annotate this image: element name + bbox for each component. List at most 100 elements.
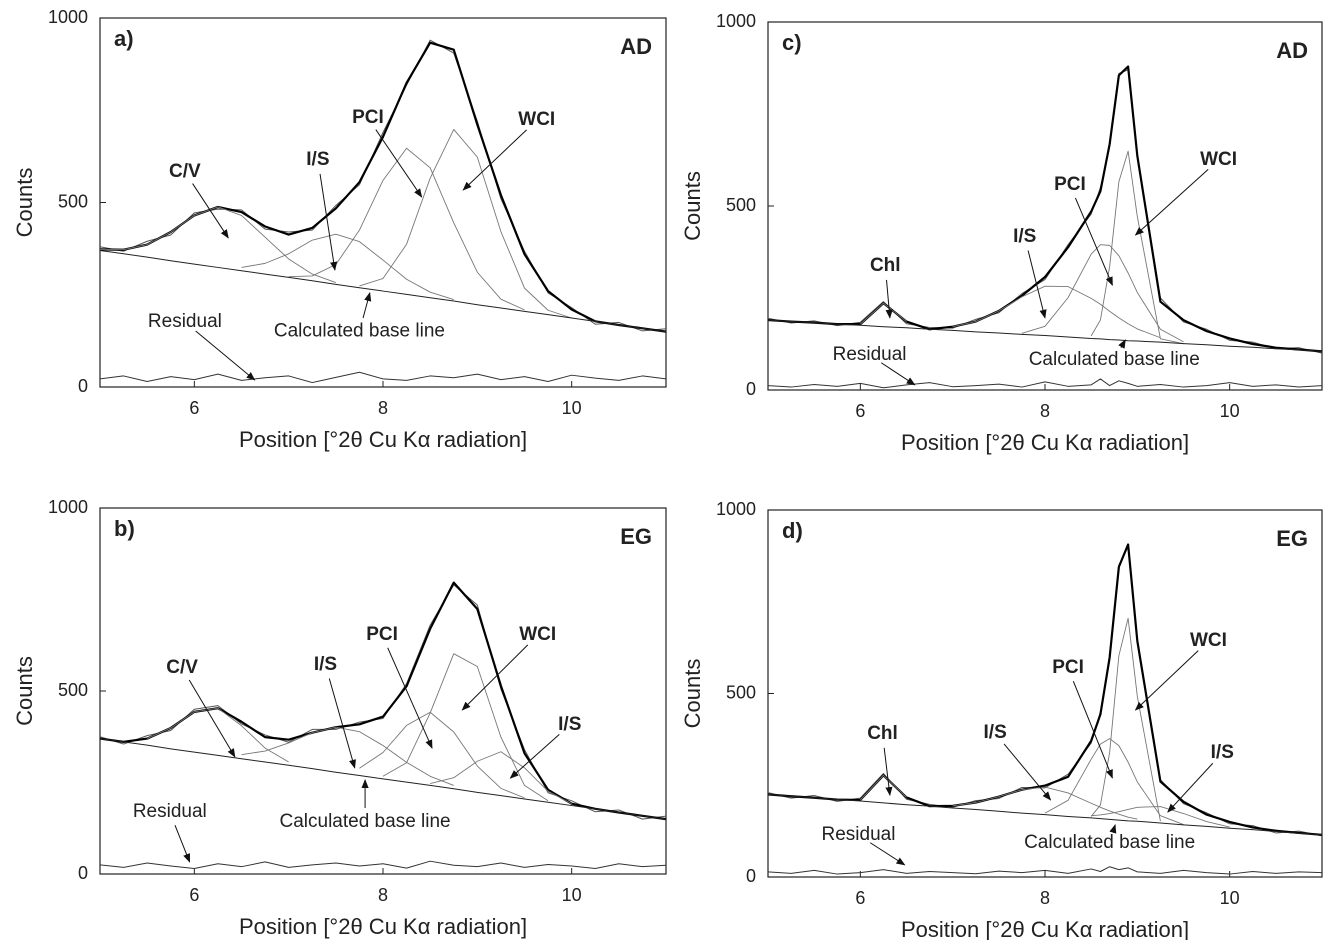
component-line: [767, 866, 1323, 875]
pattern-line: [99, 584, 667, 820]
annotation: Chl: [867, 723, 898, 744]
plot-frame: [767, 509, 1323, 878]
annotation: PCI: [352, 107, 384, 128]
x-tick-label: 10: [562, 885, 582, 905]
y-tick-label: 1000: [716, 11, 756, 31]
annotation-arrow: [188, 679, 236, 758]
x-axis-label: Position [°2θ Cu Kα radiation]: [901, 430, 1189, 455]
component-line: [359, 128, 572, 319]
annotation-arrow: [1109, 824, 1117, 834]
annotation: I/S: [306, 149, 329, 170]
annotation: Residual: [833, 344, 907, 365]
x-axis-label: Position [°2θ Cu Kα radiation]: [239, 914, 527, 939]
y-tick-label: 1000: [716, 499, 756, 519]
annotation-arrow: [869, 842, 906, 866]
y-axis-label: Counts: [680, 171, 705, 241]
pattern-line: [767, 69, 1323, 354]
annotation: Chl: [870, 255, 901, 276]
x-axis-label: Position [°2θ Cu Kα radiation]: [901, 917, 1189, 940]
y-tick-label: 500: [58, 191, 88, 211]
panel: 0 500 1000 6 8 10 Position [°2θ Cu Kα radiatio…: [680, 11, 1323, 455]
annotation: I/S: [1211, 742, 1234, 763]
annotation: WCI: [1190, 630, 1227, 651]
annotation-arrow: [1074, 197, 1113, 286]
panel-tag: AD: [1276, 38, 1308, 63]
annotation-arrow: [319, 173, 338, 271]
annotation: Residual: [133, 801, 207, 822]
panel-tag: EG: [620, 524, 652, 549]
y-tick-label: 500: [58, 680, 88, 700]
annotation-arrow: [174, 824, 191, 863]
y-axis-label: Counts: [12, 656, 37, 726]
pattern-line: [767, 65, 1323, 353]
component-line: [99, 738, 667, 820]
annotation: PCI: [1054, 174, 1086, 195]
annotation-arrow: [195, 330, 256, 381]
component-line: [952, 786, 1138, 820]
component-line: [241, 726, 454, 786]
component-line: [99, 249, 667, 333]
component-line: [767, 378, 1323, 389]
annotation: I/S: [1013, 226, 1036, 247]
annotation-arrow: [1134, 169, 1209, 236]
annotation-arrow: [461, 644, 529, 711]
annotation-arrow: [1003, 743, 1052, 801]
panel-tag: AD: [620, 34, 652, 59]
x-tick-label: 10: [1220, 888, 1240, 908]
annotation-arrow: [375, 129, 423, 198]
panel-label: c): [782, 30, 802, 55]
annotation: Calculated base line: [280, 811, 451, 832]
component-line: [767, 319, 1323, 352]
annotation-arrow: [328, 678, 356, 769]
pattern-line: [99, 39, 667, 332]
y-axis-label: Counts: [12, 168, 37, 238]
annotation-arrow: [1118, 339, 1126, 349]
component-line: [1090, 617, 1161, 822]
x-tick-label: 8: [1040, 401, 1050, 421]
x-tick-label: 10: [562, 398, 582, 418]
y-tick-label: 500: [726, 195, 756, 215]
annotation-arrow: [1027, 250, 1047, 319]
annotation-arrow: [362, 292, 372, 319]
annotation: Calculated base line: [274, 321, 445, 342]
x-tick-label: 6: [189, 398, 199, 418]
component-line: [99, 206, 336, 283]
annotation: Calculated base line: [1029, 349, 1200, 370]
y-tick-label: 0: [78, 376, 88, 396]
annotation: I/S: [558, 714, 581, 735]
annotation-arrow: [387, 647, 433, 749]
pattern-line: [767, 543, 1323, 836]
annotation: Residual: [148, 311, 222, 332]
component-line: [99, 860, 667, 870]
x-axis-label: Position [°2θ Cu Kα radiation]: [239, 427, 527, 452]
y-tick-label: 500: [726, 682, 756, 702]
component-line: [952, 285, 1161, 339]
panel: 0 500 1000 6 8 10 Position [°2θ Cu Kα radiatio…: [12, 7, 667, 452]
y-tick-label: 1000: [48, 497, 88, 517]
annotation: C/V: [169, 161, 201, 182]
y-axis-label: Counts: [680, 659, 705, 729]
annotation-arrow: [885, 279, 893, 319]
component-line: [359, 711, 525, 799]
x-tick-label: 8: [378, 885, 388, 905]
component-line: [146, 707, 289, 763]
component-line: [767, 793, 1323, 836]
annotation: Residual: [822, 824, 896, 845]
annotation: C/V: [166, 657, 198, 678]
y-tick-label: 1000: [48, 7, 88, 27]
component-line: [860, 302, 907, 325]
component-line: [1090, 150, 1184, 345]
annotation-arrow: [880, 362, 916, 386]
y-tick-label: 0: [746, 379, 756, 399]
x-tick-label: 6: [855, 888, 865, 908]
pattern-line: [99, 581, 667, 821]
annotation-arrow: [1072, 680, 1113, 779]
panel-label: a): [114, 26, 134, 51]
annotation-arrow: [1134, 650, 1199, 711]
annotation: I/S: [984, 722, 1007, 743]
annotation-arrow: [192, 183, 229, 239]
annotation-arrow: [509, 733, 560, 779]
component-line: [382, 653, 549, 802]
panel-label: b): [114, 516, 135, 541]
